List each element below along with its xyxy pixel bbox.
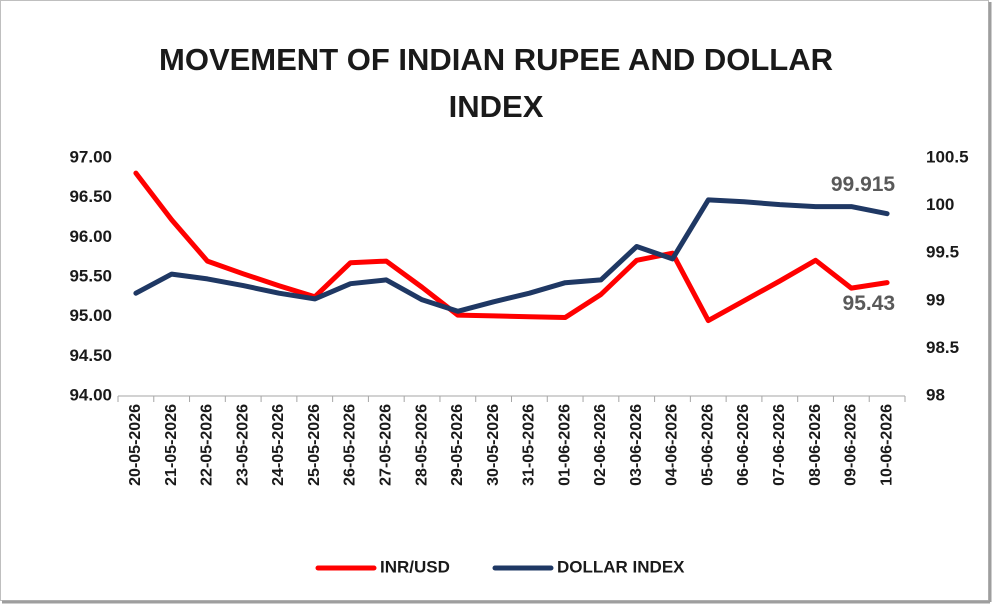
y2-tick-label: 100.5 bbox=[926, 147, 969, 166]
y-tick-label: 96.50 bbox=[69, 187, 112, 206]
x-tick-label: 07-06-2026 bbox=[771, 404, 788, 486]
y-tick-label: 97.00 bbox=[69, 147, 112, 166]
data-label: 95.43 bbox=[843, 292, 896, 315]
x-tick-label: 27-05-2026 bbox=[378, 404, 395, 486]
x-tick-label: 20-05-2026 bbox=[127, 404, 144, 486]
y-tick-label: 95.50 bbox=[69, 266, 112, 285]
x-tick-label: 01-06-2026 bbox=[556, 404, 573, 486]
y-tick-label: 94.50 bbox=[69, 346, 112, 365]
x-tick-label: 02-06-2026 bbox=[592, 404, 609, 486]
x-tick-label: 26-05-2026 bbox=[342, 404, 359, 486]
y-tick-label: 95.00 bbox=[69, 306, 112, 325]
x-tick-label: 29-05-2026 bbox=[449, 404, 466, 486]
x-tick-label: 21-05-2026 bbox=[163, 404, 180, 486]
x-tick-label: 25-05-2026 bbox=[306, 404, 323, 486]
legend-label: INR/USD bbox=[380, 557, 450, 576]
x-tick-label: 30-05-2026 bbox=[485, 404, 502, 486]
series-line bbox=[133, 197, 890, 314]
y2-tick-label: 99.5 bbox=[926, 243, 959, 262]
x-tick-label: 08-06-2026 bbox=[807, 404, 824, 486]
x-tick-label: 23-05-2026 bbox=[234, 404, 251, 486]
x-tick-label: 24-05-2026 bbox=[270, 404, 287, 486]
x-tick-label: 10-06-2026 bbox=[878, 404, 895, 486]
series-line bbox=[133, 170, 890, 324]
y2-tick-label: 100 bbox=[926, 195, 954, 214]
x-tick-label: 04-06-2026 bbox=[664, 404, 681, 486]
y-tick-label: 94.00 bbox=[69, 385, 112, 404]
x-tick-label: 09-06-2026 bbox=[843, 404, 860, 486]
x-tick-label: 31-05-2026 bbox=[521, 404, 538, 486]
y2-tick-label: 99 bbox=[926, 290, 945, 309]
data-label: 99.915 bbox=[831, 173, 896, 196]
x-tick-label: 06-06-2026 bbox=[735, 404, 752, 486]
y2-tick-label: 98 bbox=[926, 385, 945, 404]
x-tick-label: 03-06-2026 bbox=[628, 404, 645, 486]
y-tick-label: 96.00 bbox=[69, 227, 112, 246]
x-tick-label: 28-05-2026 bbox=[413, 404, 430, 486]
legend-label: DOLLAR INDEX bbox=[557, 557, 685, 576]
y2-tick-label: 98.5 bbox=[926, 338, 959, 357]
x-tick-label: 05-06-2026 bbox=[699, 404, 716, 486]
x-tick-label: 22-05-2026 bbox=[199, 404, 216, 486]
chart-title: MOVEMENT OF INDIAN RUPEE AND DOLLAR INDE… bbox=[159, 42, 833, 124]
